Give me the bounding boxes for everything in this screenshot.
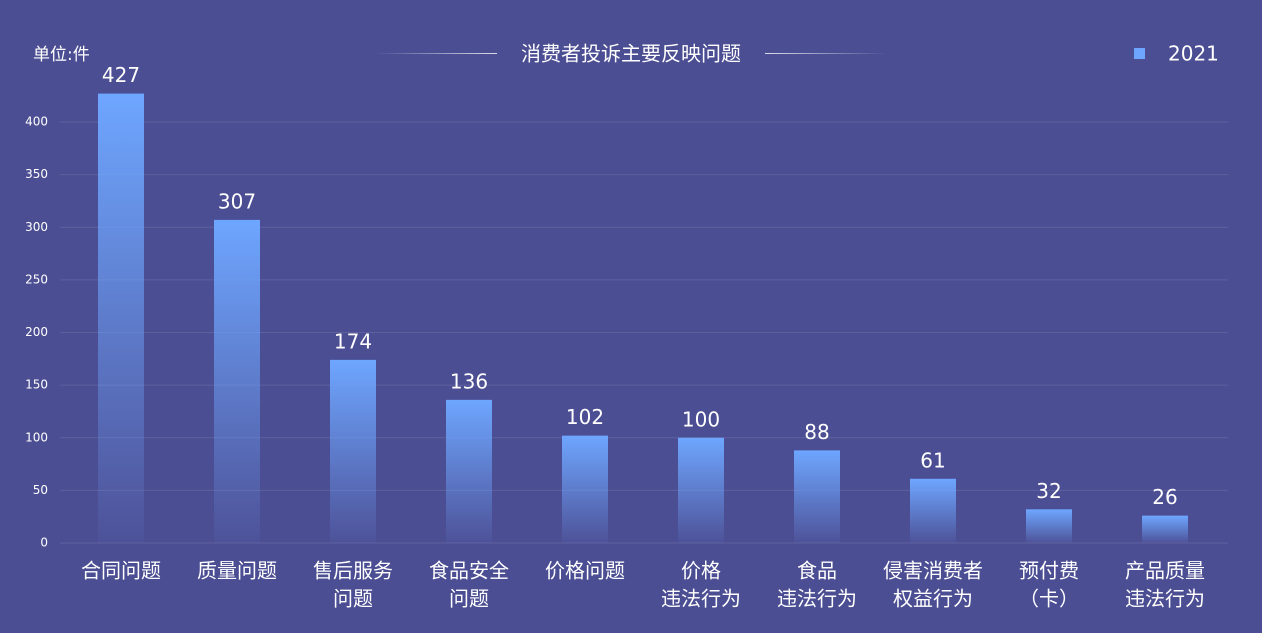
x-tick-label: 价格 (681, 559, 721, 583)
x-tick-label: 售后服务 (313, 559, 393, 583)
x-tick-label: 价格问题 (545, 559, 625, 583)
x-tick-label: 违法行为 (777, 587, 857, 611)
x-tick-label: 违法行为 (661, 587, 741, 611)
value-label: 174 (334, 329, 372, 353)
bar (214, 219, 260, 543)
y-tick-label: 150 (25, 378, 48, 392)
value-label: 136 (450, 369, 488, 393)
x-tick-label: 质量问题 (197, 559, 277, 583)
chart-title: 消费者投诉主要反映问题 (521, 42, 741, 66)
x-tick-label: 权益行为 (893, 587, 973, 611)
y-tick-label: 200 (25, 325, 48, 339)
x-tick-label: 合同问题 (81, 559, 161, 583)
title-decoration (375, 53, 497, 54)
bar (446, 399, 492, 543)
value-label: 88 (804, 420, 829, 444)
bar (98, 93, 144, 544)
bar (794, 450, 840, 543)
legend-label: 2021 (1168, 42, 1219, 66)
y-tick-label: 100 (25, 430, 48, 444)
x-tick-label: （卡） (1019, 587, 1079, 611)
bar (1026, 509, 1072, 543)
y-tick-label: 300 (25, 220, 48, 234)
unit-label: 单位:件 (33, 45, 90, 65)
bar (678, 437, 724, 543)
x-tick-label: 问题 (333, 587, 373, 611)
x-tick-label: 预付费 (1019, 559, 1079, 583)
value-label: 307 (218, 189, 256, 213)
bar (330, 359, 376, 543)
x-tick-label: 违法行为 (1125, 587, 1205, 611)
bar (1142, 515, 1188, 543)
x-tick-label: 食品 (797, 559, 837, 583)
title-decoration (765, 53, 887, 54)
y-tick-label: 400 (25, 115, 48, 129)
value-label: 32 (1036, 479, 1061, 503)
x-tick-label: 侵害消费者 (883, 559, 983, 583)
legend-swatch (1134, 48, 1145, 59)
y-tick-label: 50 (33, 483, 48, 497)
x-tick-label: 问题 (449, 587, 489, 611)
value-label: 26 (1152, 485, 1177, 509)
value-label: 427 (102, 63, 140, 87)
x-tick-label: 产品质量 (1125, 559, 1205, 583)
x-tick-label: 食品安全 (429, 559, 509, 583)
y-tick-label: 350 (25, 167, 48, 181)
y-tick-label: 250 (25, 272, 48, 286)
bar (562, 435, 608, 543)
value-label: 102 (566, 405, 604, 429)
y-tick-label: 0 (40, 536, 48, 550)
value-label: 61 (920, 448, 945, 472)
value-label: 100 (682, 407, 720, 431)
bar (910, 478, 956, 543)
